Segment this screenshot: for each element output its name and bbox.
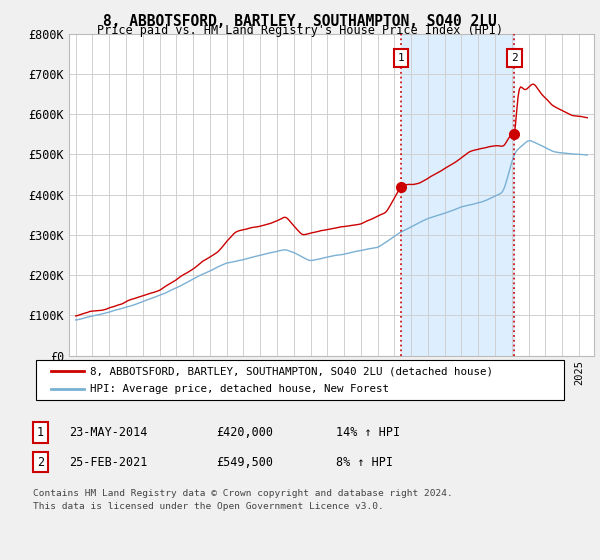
Text: Price paid vs. HM Land Registry's House Price Index (HPI): Price paid vs. HM Land Registry's House … [97, 24, 503, 37]
Text: 2: 2 [37, 455, 44, 469]
Text: 1: 1 [37, 426, 44, 439]
Bar [401, 34, 514, 356]
Text: 8% ↑ HPI: 8% ↑ HPI [336, 455, 393, 469]
Text: £549,500: £549,500 [216, 455, 273, 469]
Text: This data is licensed under the Open Government Licence v3.0.: This data is licensed under the Open Gov… [33, 502, 384, 511]
Text: 2: 2 [511, 53, 518, 63]
Text: 23-MAY-2014: 23-MAY-2014 [69, 426, 148, 439]
Text: £420,000: £420,000 [216, 426, 273, 439]
Text: 8, ABBOTSFORD, BARTLEY, SOUTHAMPTON, SO40 2LU (detached house): 8, ABBOTSFORD, BARTLEY, SOUTHAMPTON, SO4… [90, 366, 493, 376]
Text: 1: 1 [398, 53, 404, 63]
Text: HPI: Average price, detached house, New Forest: HPI: Average price, detached house, New … [90, 384, 389, 394]
Text: 8, ABBOTSFORD, BARTLEY, SOUTHAMPTON, SO40 2LU: 8, ABBOTSFORD, BARTLEY, SOUTHAMPTON, SO4… [103, 14, 497, 29]
Text: 14% ↑ HPI: 14% ↑ HPI [336, 426, 400, 439]
Text: 25-FEB-2021: 25-FEB-2021 [69, 455, 148, 469]
Text: Contains HM Land Registry data © Crown copyright and database right 2024.: Contains HM Land Registry data © Crown c… [33, 489, 453, 498]
